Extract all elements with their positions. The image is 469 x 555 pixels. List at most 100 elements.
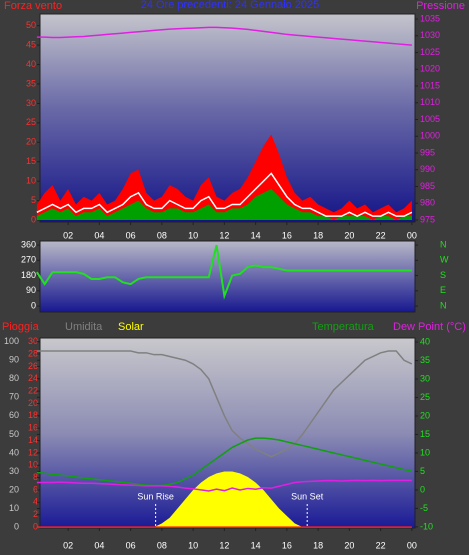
y3-tick-label: 6 [33,484,38,494]
y-tick-label: 0 [31,214,36,224]
y3-tick-label: 2 [33,509,38,519]
x-tick-label: 12 [219,230,229,240]
y3-tick-label: 12 [28,447,38,457]
y-tick-label: 100 [4,336,19,346]
y2-tick-label: N [440,300,447,310]
x-tick-label: 00 [407,230,417,240]
plot-area [39,13,416,223]
y2-tick-label: 1005 [420,114,440,124]
y2-tick-label: 1020 [420,64,440,74]
y3-tick-label: 0 [33,521,38,531]
y-tick-label: 360 [21,239,36,249]
y-tick-label: 35 [26,78,36,88]
y2-tick-label: W [440,255,449,265]
y2-tick-label: 995 [420,147,435,157]
y2-tick-label: S [440,270,446,280]
legend-entry: Dew Point (°C) [393,321,466,333]
x-tick-label: 14 [251,540,261,550]
y3-tick-label: 26 [28,361,38,371]
y2-tick-label: 1000 [420,131,440,141]
x-tick-label: 02 [63,540,73,550]
y3-tick-label: 28 [28,348,38,358]
y-tick-label: 90 [26,285,36,295]
y-tick-label: 30 [26,98,36,108]
x-tick-label: 12 [219,540,229,550]
x-tick-label: 20 [344,230,354,240]
x-tick-label: 20 [344,540,354,550]
series-line [36,26,412,46]
y-tick-label: 90 [9,355,19,365]
y-tick-label: 25 [26,117,36,127]
y3-tick-label: 14 [28,435,38,445]
y2-tick-label: 40 [420,336,430,346]
y-tick-label: 10 [9,503,19,513]
series-line [36,244,412,300]
legend-entry: Umidita [65,321,103,333]
x-tick-label: 04 [94,230,104,240]
x-tick-label: 08 [157,230,167,240]
y2-tick-label: E [440,285,446,295]
y2-tick-label: 1025 [420,47,440,57]
annotation: Sun Set [291,491,324,501]
y2-tick-label: 1030 [420,30,440,40]
y-tick-label: 15 [26,156,36,166]
plot-area [39,240,416,313]
y2-tick-label: 1010 [420,97,440,107]
y2-tick-label: 1015 [420,80,440,90]
x-tick-label: 06 [126,230,136,240]
x-tick-label: 22 [376,540,386,550]
x-tick-label: 18 [313,230,323,240]
series-area [36,471,412,528]
annotation: Sun Rise [137,491,174,501]
y-tick-label: 40 [9,447,19,457]
y3-tick-label: 22 [28,386,38,396]
y-tick-label: 30 [9,466,19,476]
y-tick-label: 50 [9,429,19,439]
y-tick-label: 5 [31,195,36,205]
y3-tick-label: 10 [28,460,38,470]
y2-tick-label: -10 [420,521,433,531]
y2-tick-label: 25 [420,392,430,402]
y2-axis-label: Pressione [416,0,465,12]
x-tick-label: 02 [63,230,73,240]
series-area [36,188,412,221]
x-tick-label: 14 [251,230,261,240]
y2-tick-label: 15 [420,429,430,439]
x-tick-label: 22 [376,230,386,240]
chart-title: 24 Ore precedenti: 24 Gennaio 2025 [141,0,320,11]
y2-tick-label: 35 [420,355,430,365]
x-tick-label: 10 [188,230,198,240]
y2-tick-label: N [440,239,447,249]
x-tick-label: 10 [188,540,198,550]
y2-tick-label: 1035 [420,13,440,23]
y2-tick-label: 980 [420,198,435,208]
y-tick-label: 40 [26,59,36,69]
y2-tick-label: 20 [420,410,430,420]
y2-tick-label: 985 [420,181,435,191]
x-tick-label: 00 [407,540,417,550]
y3-tick-label: 20 [28,398,38,408]
y-axis-label: Forza vento [4,0,62,12]
y3-tick-label: 16 [28,423,38,433]
y3-tick-label: 30 [28,336,38,346]
series-area [36,134,412,221]
y2-tick-label: 10 [420,447,430,457]
y-tick-label: 270 [21,255,36,265]
legend-entry: Pioggia [2,321,40,333]
x-tick-label: 06 [126,540,136,550]
legend-entry: Temperatura [312,321,375,333]
x-tick-label: 04 [94,540,104,550]
y-tick-label: 60 [9,410,19,420]
y2-tick-label: -5 [420,503,428,513]
series-line [36,350,413,458]
x-tick-label: 08 [157,540,167,550]
y-tick-label: 45 [26,39,36,49]
y2-tick-label: 0 [420,484,425,494]
y-tick-label: 80 [9,373,19,383]
y-tick-label: 20 [9,484,19,494]
y-tick-label: 50 [26,20,36,30]
x-tick-label: 16 [282,230,292,240]
y-tick-label: 20 [26,137,36,147]
